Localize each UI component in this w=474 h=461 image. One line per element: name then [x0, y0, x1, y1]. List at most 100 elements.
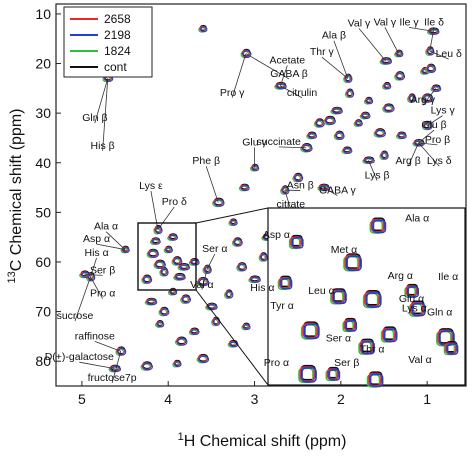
peak-contour-2198 — [381, 152, 389, 160]
leader-line — [321, 56, 349, 79]
inset-peak — [362, 290, 382, 309]
peak — [394, 49, 404, 58]
peak — [153, 259, 166, 270]
peak-contour-2658 — [363, 157, 374, 164]
x-axis-ticks: 5 4 3 2 1 — [78, 381, 431, 407]
leader-line — [206, 253, 216, 270]
peak-label: Glu γ — [242, 136, 267, 148]
inset-peak — [369, 217, 387, 234]
inset-peak-contour-2658 — [382, 327, 396, 342]
peak — [382, 103, 395, 113]
peak-label: Phe β — [192, 155, 220, 167]
peak-contour-2658 — [331, 107, 342, 114]
peak-contour-2198 — [190, 329, 200, 335]
peak-contour-2198 — [409, 95, 417, 103]
peak-contour-2198 — [381, 58, 393, 65]
leader-line — [90, 276, 103, 299]
peak-label: Arg γ — [411, 94, 436, 106]
leader-line — [105, 231, 126, 250]
peak — [167, 287, 178, 296]
peak — [120, 245, 130, 254]
leader-line — [90, 257, 97, 277]
inset-peak-contour-2658 — [370, 218, 385, 233]
peak-label: GABA β — [270, 68, 308, 80]
peak — [140, 361, 153, 371]
inset-peak — [358, 338, 375, 355]
inset-peak-contour-2198 — [407, 286, 420, 298]
inset-peak — [436, 328, 455, 347]
leader-line — [429, 50, 449, 60]
legend-label: 2198 — [104, 28, 131, 42]
peak-label: Lys γ — [431, 105, 456, 117]
peak-contour-2198 — [234, 238, 243, 247]
peak-contour-2198 — [396, 51, 404, 58]
peak-contour-2658 — [275, 82, 286, 89]
inset-peak — [288, 234, 304, 250]
peak-contour-2658 — [178, 263, 189, 270]
x-axis-title-sup: 1 — [178, 431, 184, 443]
peak — [363, 96, 374, 105]
peak — [292, 172, 304, 183]
peak-contour-2198 — [182, 295, 192, 304]
x-tick-label: 2 — [337, 391, 345, 407]
inset-peak-contour-2658 — [302, 322, 319, 339]
peak — [362, 156, 375, 165]
peak-contour-2198 — [398, 133, 407, 140]
peak-contour-2198 — [355, 120, 363, 127]
inset-peak-contour-2658 — [359, 340, 374, 354]
peak — [248, 275, 261, 284]
peak-label: Ser α — [202, 243, 227, 255]
peak-contour-2658 — [145, 298, 157, 305]
peak-label: Lys β — [365, 170, 390, 182]
peak — [196, 353, 210, 364]
peak — [177, 262, 191, 271]
peak — [333, 130, 345, 141]
peak-contour-2198 — [155, 261, 166, 269]
peak-label: GABA γ — [319, 185, 357, 197]
peak-contour-2198 — [229, 341, 239, 348]
inset-peak — [404, 283, 420, 299]
inset-peak-contour-2198 — [301, 367, 317, 383]
x-tick-label: 1 — [423, 391, 431, 407]
leader-line — [245, 53, 290, 80]
peak — [171, 256, 183, 266]
peak-contour-2198 — [361, 113, 371, 120]
peak — [317, 183, 330, 192]
peak-contour-2198 — [174, 361, 182, 368]
leader-line — [429, 27, 435, 52]
legend-label: cont — [104, 60, 127, 74]
peak-label: sucrose — [57, 310, 94, 322]
peak-label: Arg β — [396, 155, 421, 167]
peak-contour-2198 — [423, 95, 434, 103]
peak-contour-2198 — [302, 144, 313, 153]
peak-label: D(+)-galactose — [45, 351, 114, 363]
peak-contour-2198 — [198, 278, 210, 287]
peak-contour-2198 — [242, 50, 252, 59]
inset-peak — [342, 317, 358, 333]
peak-label: His β — [91, 140, 115, 152]
peak-contour-2198 — [148, 250, 160, 258]
leader-line — [102, 78, 109, 151]
inset-peak-contour-2658 — [445, 342, 457, 355]
peak-contour-2198 — [214, 199, 225, 207]
leader-line — [358, 28, 387, 62]
leader-line — [418, 142, 440, 167]
y-axis-title-sup: 13 — [6, 271, 18, 283]
peak-contour-2198 — [157, 321, 165, 328]
peak-contour-2198 — [146, 299, 158, 306]
peak-contour-2198 — [252, 165, 260, 172]
y-axis-title: 13C Chemical shift (ppm) — [6, 109, 25, 284]
leader-line — [278, 146, 307, 149]
peak-contour-2198 — [152, 238, 161, 245]
leader-line — [79, 361, 115, 370]
inset-peak-contour-2658 — [344, 254, 361, 271]
inset-peak-contour-2658 — [410, 301, 424, 316]
inset-peak-contour-2198 — [292, 237, 304, 249]
zoom-connector-bottom — [195, 289, 269, 386]
peak — [167, 233, 179, 242]
peak-contour-2198 — [160, 308, 170, 317]
peak — [421, 120, 433, 131]
peak-label: Val α — [190, 279, 213, 291]
